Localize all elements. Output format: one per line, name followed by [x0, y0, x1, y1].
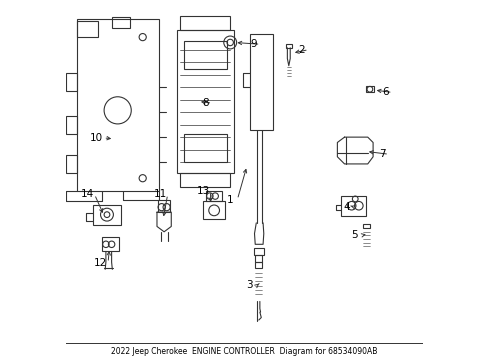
Text: 11: 11 — [154, 189, 167, 199]
Bar — [176, 30, 233, 173]
Bar — [93, 205, 121, 225]
Bar — [66, 73, 77, 91]
Text: 4: 4 — [342, 202, 349, 212]
Bar — [77, 19, 159, 191]
Text: 3: 3 — [246, 280, 253, 291]
Bar — [340, 196, 365, 216]
Text: 12: 12 — [94, 258, 107, 268]
Text: 14: 14 — [81, 189, 94, 199]
Bar — [180, 16, 230, 30]
Bar — [365, 86, 373, 93]
Bar — [254, 255, 262, 262]
Bar — [205, 191, 222, 202]
Bar — [255, 262, 261, 267]
Bar — [363, 224, 369, 228]
Bar — [157, 200, 170, 212]
Bar — [180, 173, 230, 187]
Text: 1: 1 — [226, 195, 233, 204]
Bar — [66, 116, 77, 134]
Text: 6: 6 — [382, 87, 388, 98]
Text: 5: 5 — [350, 230, 357, 240]
Text: 10: 10 — [89, 133, 102, 143]
Text: 8: 8 — [202, 98, 208, 108]
Text: 7: 7 — [378, 149, 385, 159]
Text: 9: 9 — [249, 39, 256, 49]
Text: 13: 13 — [196, 186, 210, 196]
Bar — [285, 44, 291, 48]
Bar — [77, 21, 98, 37]
Bar — [203, 202, 224, 219]
Bar — [183, 41, 226, 69]
Bar — [249, 33, 272, 130]
Text: 2: 2 — [298, 45, 305, 55]
Bar — [112, 18, 130, 28]
Bar — [66, 155, 77, 173]
Bar — [183, 134, 226, 162]
Bar — [102, 237, 119, 251]
Text: 2022 Jeep Cherokee  ENGINE CONTROLLER  Diagram for 68534090AB: 2022 Jeep Cherokee ENGINE CONTROLLER Dia… — [111, 347, 377, 356]
Bar — [253, 248, 263, 255]
